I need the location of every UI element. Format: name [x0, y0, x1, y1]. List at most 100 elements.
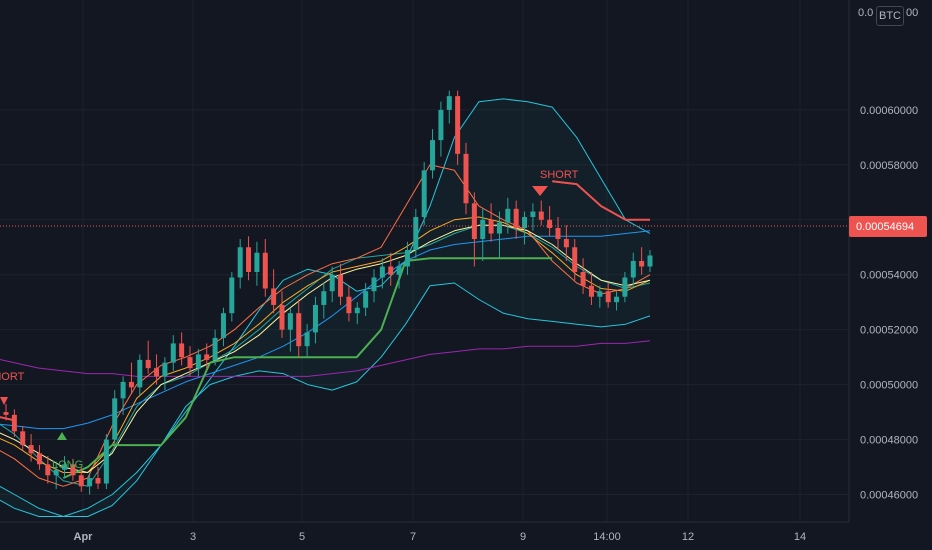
candle-body[interactable] — [555, 228, 561, 240]
candle-body[interactable] — [20, 431, 26, 446]
signal-annotations: SHORT SHORT LONG — [0, 169, 579, 471]
candle-body[interactable] — [639, 261, 645, 267]
y-tick-label: 0.00048000 — [860, 435, 918, 447]
candle-body[interactable] — [480, 219, 486, 240]
candle-body[interactable] — [254, 252, 260, 272]
candle-body[interactable] — [530, 211, 536, 218]
candle-body[interactable] — [271, 288, 277, 305]
indicator-line-0 — [0, 98, 651, 517]
candle-body[interactable] — [346, 296, 352, 314]
candle-body[interactable] — [605, 291, 611, 303]
candle-body[interactable] — [363, 291, 369, 308]
candle-body[interactable] — [128, 381, 134, 388]
candle-body[interactable] — [154, 368, 160, 377]
candle-body[interactable] — [78, 475, 84, 487]
candle-body[interactable] — [246, 247, 252, 272]
candle-body[interactable] — [538, 211, 544, 220]
candle-body[interactable] — [187, 357, 193, 369]
signal-label: SHORT — [0, 371, 25, 383]
candle-body[interactable] — [388, 266, 394, 275]
x-tick-label: Apr — [74, 531, 94, 543]
candle-body[interactable] — [463, 153, 469, 204]
x-tick-label: 12 — [682, 531, 694, 543]
candle-body[interactable] — [112, 398, 118, 440]
candle-body[interactable] — [379, 266, 385, 278]
candle-body[interactable] — [421, 170, 427, 218]
candle-body[interactable] — [312, 304, 318, 333]
candle-body[interactable] — [371, 277, 377, 292]
candle-body[interactable] — [513, 208, 519, 229]
candle-body[interactable] — [204, 354, 210, 360]
candle-body[interactable] — [321, 291, 327, 305]
candle-body[interactable] — [162, 362, 168, 377]
candle-body[interactable] — [3, 412, 9, 415]
candle-body[interactable] — [580, 271, 586, 286]
candle-body[interactable] — [338, 274, 344, 297]
candle-body[interactable] — [329, 274, 335, 292]
candle-body[interactable] — [212, 337, 218, 360]
candle-body[interactable] — [11, 414, 17, 432]
candle-body[interactable] — [563, 239, 569, 248]
candle-body[interactable] — [597, 291, 603, 297]
y-tick-label: 0.00052000 — [860, 325, 918, 337]
candle-body[interactable] — [446, 96, 452, 110]
candle-body[interactable] — [237, 247, 243, 278]
candle-body[interactable] — [438, 109, 444, 141]
candle-body[interactable] — [262, 252, 268, 289]
candle-body[interactable] — [220, 313, 226, 338]
x-tick-label: 7 — [410, 531, 416, 543]
x-tick-label: 9 — [520, 531, 526, 543]
candle-body[interactable] — [471, 203, 477, 240]
candle-body[interactable] — [304, 332, 310, 347]
candle-body[interactable] — [145, 359, 151, 369]
candle-body[interactable] — [296, 313, 302, 347]
candle-body[interactable] — [170, 343, 176, 363]
candle-body[interactable] — [87, 478, 93, 487]
candle-body[interactable] — [28, 445, 34, 454]
candle-body[interactable] — [430, 140, 436, 171]
candle-body[interactable] — [95, 478, 101, 484]
candle-body[interactable] — [62, 464, 68, 470]
candle-body[interactable] — [547, 219, 553, 229]
candle-body[interactable] — [45, 464, 51, 476]
currency-badge[interactable]: BTC — [876, 6, 904, 26]
candle-body[interactable] — [53, 469, 59, 476]
indicator-line-9 — [0, 180, 650, 422]
candle-body[interactable] — [229, 277, 235, 314]
indicator-line-4 — [0, 340, 651, 377]
candle-body[interactable] — [488, 219, 494, 234]
candle-body[interactable] — [572, 247, 578, 272]
candle-body[interactable] — [588, 285, 594, 297]
candle-body[interactable] — [36, 453, 42, 465]
candle-body[interactable] — [70, 464, 76, 476]
last-price-label: 0.00054694 — [856, 221, 914, 233]
candle-body[interactable] — [179, 343, 185, 358]
bollinger-band-fill — [0, 98, 650, 517]
candle-body[interactable] — [496, 222, 502, 234]
indicator-line-1 — [0, 282, 651, 517]
candle-body[interactable] — [455, 96, 461, 154]
candle-body[interactable] — [522, 217, 528, 229]
candle-body[interactable] — [120, 381, 126, 399]
candle-body[interactable] — [614, 296, 620, 303]
candle-body[interactable] — [404, 250, 410, 267]
candle-body[interactable] — [137, 359, 143, 388]
candle-body[interactable] — [279, 304, 285, 330]
y-tick-label: 0.00058000 — [860, 160, 918, 172]
signal-label: SHORT — [540, 169, 579, 181]
candle-body[interactable] — [413, 217, 419, 251]
candle-body[interactable] — [103, 439, 109, 484]
price-axis-top-suffix: 00 — [906, 7, 918, 19]
candle-body[interactable] — [505, 208, 511, 223]
candle-body[interactable] — [195, 354, 201, 369]
candle-body[interactable] — [647, 255, 653, 267]
candle-body[interactable] — [354, 307, 360, 314]
candle-body[interactable] — [630, 261, 636, 278]
y-tick-label: 0.00054000 — [860, 270, 918, 282]
candle-body[interactable] — [287, 313, 293, 330]
candle-body[interactable] — [396, 266, 402, 275]
candle-body[interactable] — [622, 277, 628, 297]
candles[interactable] — [3, 90, 653, 495]
